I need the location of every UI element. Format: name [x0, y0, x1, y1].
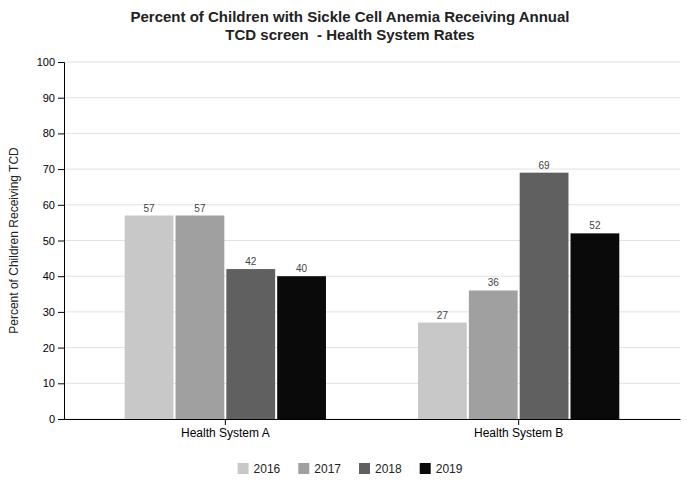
tick: 90	[43, 92, 64, 104]
x-axis: Health System A Health System B	[65, 419, 681, 440]
tick-label: 0	[49, 413, 55, 425]
tick-mark	[58, 276, 64, 277]
y-axis-title: Percent of Children Receiving TCD	[7, 147, 21, 334]
bar	[277, 276, 326, 419]
data-label: 57	[144, 203, 156, 214]
y-axis: 0 10 20 30 40 50 60 70 80 90 100	[37, 56, 65, 425]
bar	[469, 290, 518, 419]
data-label: 57	[194, 203, 206, 214]
tick-label: 40	[43, 270, 55, 282]
tick-label: 30	[43, 306, 55, 318]
title: Percent of Children with Sickle Cell Ane…	[131, 8, 570, 43]
legend: 2016 2017 2018 2019	[238, 462, 463, 476]
tick: 50	[43, 235, 64, 247]
tick-label: 10	[43, 377, 55, 389]
legend-item: 2019	[420, 462, 463, 476]
legend-label: 2018	[375, 462, 402, 476]
grid-line	[64, 169, 680, 170]
tick-label: 50	[43, 235, 55, 247]
tick-mark	[58, 312, 64, 313]
tick-label: 90	[43, 92, 55, 104]
grid-line	[64, 97, 680, 98]
data-label: 42	[245, 256, 257, 267]
data-label: 27	[437, 310, 449, 321]
bar	[125, 216, 174, 419]
tick: 70	[43, 163, 64, 175]
data-label: 52	[589, 220, 601, 231]
data-labels: 57 27 57 36 42 69 40 52	[144, 160, 601, 321]
tick-label: 70	[43, 163, 55, 175]
grid-line	[64, 133, 680, 134]
legend-swatch	[238, 463, 249, 474]
tick-mark	[58, 98, 64, 99]
tick-label: 60	[43, 199, 55, 211]
tick: 30	[43, 306, 64, 318]
data-label: 36	[488, 277, 500, 288]
legend-item: 2017	[298, 462, 341, 476]
bar	[418, 323, 467, 419]
tick-mark	[58, 133, 64, 134]
legend-label: 2017	[314, 462, 341, 476]
legend-swatch	[298, 463, 309, 474]
bar	[176, 216, 225, 419]
axis-line	[65, 419, 681, 420]
chart: Percent of Children with Sickle Cell Ane…	[0, 0, 700, 491]
plot: 0102030405060708090100Health System AHea…	[37, 56, 681, 440]
tick: 20	[43, 342, 64, 354]
tick-label: 80	[43, 127, 55, 139]
grid	[64, 62, 680, 419]
tick-mark	[58, 169, 64, 170]
data-label: 69	[539, 160, 551, 171]
tick: 100	[37, 56, 64, 68]
legend-item: 2016	[238, 462, 281, 476]
bar	[226, 269, 275, 419]
tick: Health System B	[474, 419, 563, 440]
tick-mark	[225, 419, 226, 425]
legend-item: 2018	[359, 462, 402, 476]
grid-line	[64, 204, 680, 205]
tick-mark	[58, 241, 64, 242]
tick-mark	[58, 348, 64, 349]
tick: 10	[43, 377, 64, 389]
tick-label: 20	[43, 342, 55, 354]
tick: 80	[43, 127, 64, 139]
tick-label: Health System A	[181, 426, 270, 440]
tick-label: 100	[37, 56, 55, 68]
legend-swatch	[420, 463, 431, 474]
bar	[571, 233, 620, 419]
legend-label: 2019	[436, 462, 463, 476]
tick-mark	[58, 419, 64, 420]
grid-line	[64, 62, 680, 63]
tick-label: Health System B	[474, 426, 563, 440]
tick: 60	[43, 199, 64, 211]
tick-mark	[58, 62, 64, 63]
data-label: 40	[296, 263, 308, 274]
tick: Health System A	[181, 419, 270, 440]
axis-line	[58, 63, 65, 420]
tick-mark	[58, 383, 64, 384]
legend-swatch	[359, 463, 370, 474]
tick-mark	[58, 205, 64, 206]
bar	[520, 173, 569, 419]
legend-label: 2016	[254, 462, 281, 476]
tick-mark	[518, 419, 519, 425]
bars	[125, 173, 620, 419]
tick: 0	[49, 413, 64, 425]
tick: 40	[43, 270, 64, 282]
